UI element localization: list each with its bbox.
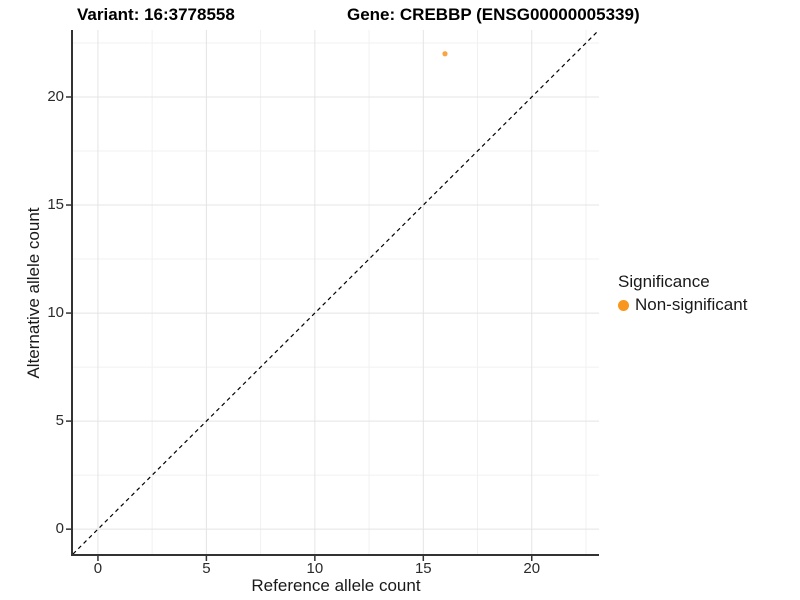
legend-point-icon: [618, 299, 629, 311]
legend-title: Significance: [618, 272, 710, 291]
x-tick-label: 10: [306, 560, 324, 577]
plot-title-gene: Gene: CREBBP (ENSG00000005339): [347, 5, 640, 24]
x-axis-title: Reference allele count: [251, 576, 421, 595]
legend-item-label: Non-significant: [635, 295, 748, 314]
y-axis-title: Alternative allele count: [24, 207, 43, 379]
x-tick-label: 15: [414, 560, 432, 577]
plot-title-variant: Variant: 16:3778558: [77, 5, 235, 24]
x-tick-label: 0: [93, 560, 103, 577]
x-tick-label: 5: [202, 560, 211, 577]
y-tick-label: 0: [55, 520, 64, 538]
y-tick-label: 15: [47, 196, 64, 214]
data-point: [442, 51, 448, 57]
y-tick-label: 5: [55, 412, 64, 430]
y-tick-label: 20: [47, 87, 64, 105]
x-tick-label: 20: [523, 560, 541, 577]
legend-item: Non-significant: [618, 295, 747, 315]
y-tick-label: 10: [47, 304, 64, 322]
identity-dashed-line: [72, 29, 600, 555]
legend: Significance Non-significant: [618, 272, 747, 315]
